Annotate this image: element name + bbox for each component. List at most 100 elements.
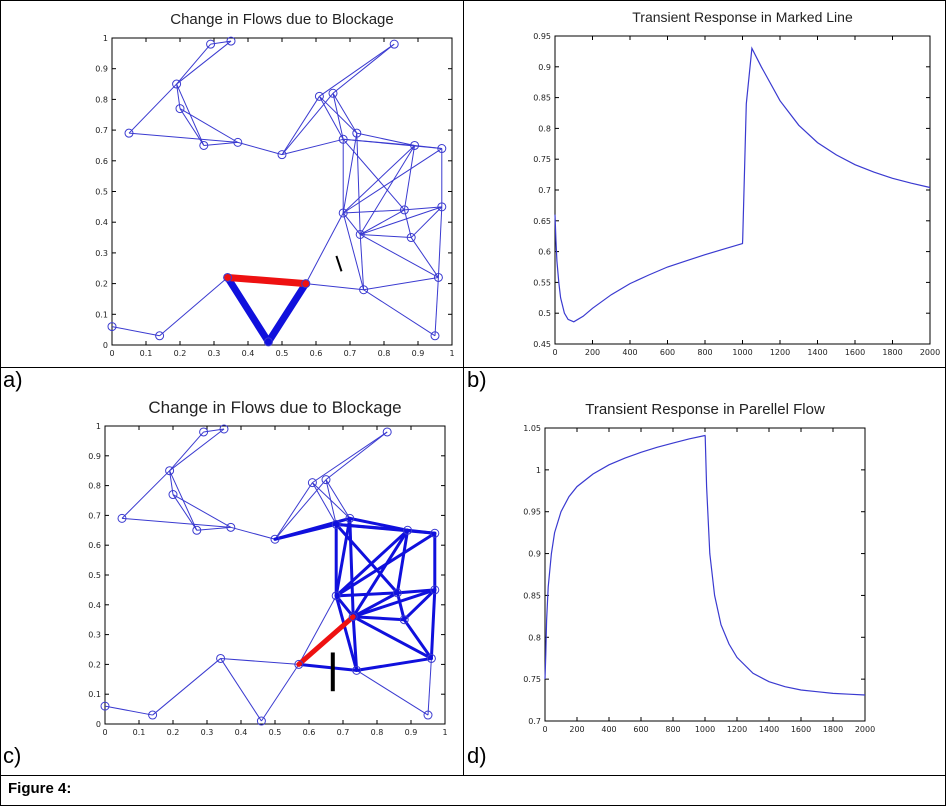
chart-c-node [331,591,341,601]
chart-a-node [301,279,311,289]
chart-c-network: Change in Flows due to Blockage 0 0.1 0.2 0.… [88,398,447,737]
chart-c-edge-increased [297,662,359,672]
chart-a-node [338,134,348,144]
chart-c-node [226,522,236,532]
chart-c-ytick-label: 0.8 [88,482,101,491]
chart-a-node [206,39,216,49]
chart-a-node [233,137,243,147]
chart-a-ytick-label: 0.5 [95,188,108,197]
chart-c-edge-increased [334,594,359,672]
chart-b-xtick-label: 600 [660,348,675,357]
chart-c-xtick-label: 0.4 [235,728,248,737]
chart-c-edge-increased [395,591,406,622]
chart-a-xtick-label: 0.2 [174,349,187,358]
chart-c-node [430,585,440,595]
chart-a-edge [359,234,439,278]
chart-a-node [352,128,362,138]
chart-c-node [168,490,178,500]
column-divider [463,0,464,775]
chart-b-ytick-label: 0.95 [533,32,551,41]
chart-a-xtick-label: 0.3 [208,349,221,358]
chart-c-node [392,588,402,598]
chart-b-ytick-label: 0.55 [533,278,551,287]
chart-d-xtick-label: 0 [542,725,547,734]
chart-c-edge [220,657,299,665]
chart-d-ytick-label: 0.95 [523,508,541,517]
chart-a-xtick-label: 1 [449,349,454,358]
chart-b-ytick-label: 0.45 [533,340,551,349]
chart-c-edge [274,479,327,540]
chart-b-series-line [554,46,931,323]
chart-c-edge [172,494,232,528]
chart-a-edge [128,132,238,143]
panel-label-c: c) [3,743,22,768]
chart-d-ytick-label: 0.7 [528,717,541,726]
chart-c-edge [325,431,388,481]
chart-a-xtick-label: 0.1 [140,349,153,358]
chart-c-node [426,653,436,663]
chart-a-edge [342,212,361,235]
chart-d-xtick-label: 1800 [823,725,843,734]
chart-d-series-line [544,434,866,696]
chart-c-node [256,716,266,726]
chart-c-edge-increased [334,516,352,598]
chart-c-edge-increased [351,615,433,660]
chart-a-node [223,272,233,282]
chart-c-edge-increased [334,591,399,598]
chart-a-edge [359,209,405,235]
chart-a-edge [356,132,415,146]
chart-c-edge-increased [429,588,437,660]
chart-d-xtick-label: 1200 [727,725,747,734]
chart-a-node [437,202,447,212]
chart-b-ytick-label: 0.5 [538,309,551,318]
caption-divider [0,775,946,776]
chart-c-xtick-label: 0.3 [201,728,214,737]
chart-c-xtick-label: 0.5 [269,728,282,737]
chart-a-edge [342,145,415,214]
chart-c-ytick-label: 0.9 [88,452,101,461]
chart-c-xtick-label: 0.7 [337,728,350,737]
chart-c-node [148,710,158,720]
chart-c-xtick-label: 0 [102,728,107,737]
chart-c-edge [311,482,337,525]
panel-label-b: b) [467,367,487,392]
chart-a-edge [128,83,177,134]
chart-a-edge [363,276,439,291]
chart-c-node [219,424,229,434]
chart-c-node [307,478,317,488]
chart-d-ytick-label: 1.05 [523,424,541,433]
chart-a-node [338,208,348,218]
chart-a-ytick-label: 0.9 [95,65,108,74]
chart-a-node [314,91,324,101]
chart-c-edge [312,431,388,484]
chart-d-xtick-label: 200 [569,725,584,734]
chart-c-node [399,615,409,625]
chart-c-edge-increased [334,522,437,535]
chart-a-edge [179,108,205,146]
chart-c-xtick-label: 1 [442,728,447,737]
chart-c-edge [325,479,351,519]
chart-b-xtick-label: 0 [552,348,557,357]
chart-c-edge-increased [348,516,355,619]
chart-a-edge [360,233,412,239]
chart-a-edge [176,43,211,85]
chart-a-node [172,79,182,89]
chart-c-edge [121,470,170,519]
chart-a-edge [210,40,232,45]
chart-a-node [433,272,443,282]
chart-a-xtick-label: 0.4 [242,349,255,358]
chart-a-edge [281,138,344,156]
chart-a-edge [404,206,442,211]
chart-c-edge [172,494,198,531]
chart-b-ytick-label: 0.6 [538,248,551,257]
chart-c-node [294,659,304,669]
chart-c-edge [356,669,429,716]
chart-a-edge-decreased [224,273,310,288]
chart-c-edge [169,431,204,472]
chart-a-edge [111,326,160,337]
chart-c-edge-increased [395,528,410,595]
chart-c-edge-increased [334,522,399,595]
chart-c-ytick-label: 0.5 [88,571,101,580]
chart-c-ytick-label: 1 [96,422,101,431]
chart-a-edge [359,234,365,290]
